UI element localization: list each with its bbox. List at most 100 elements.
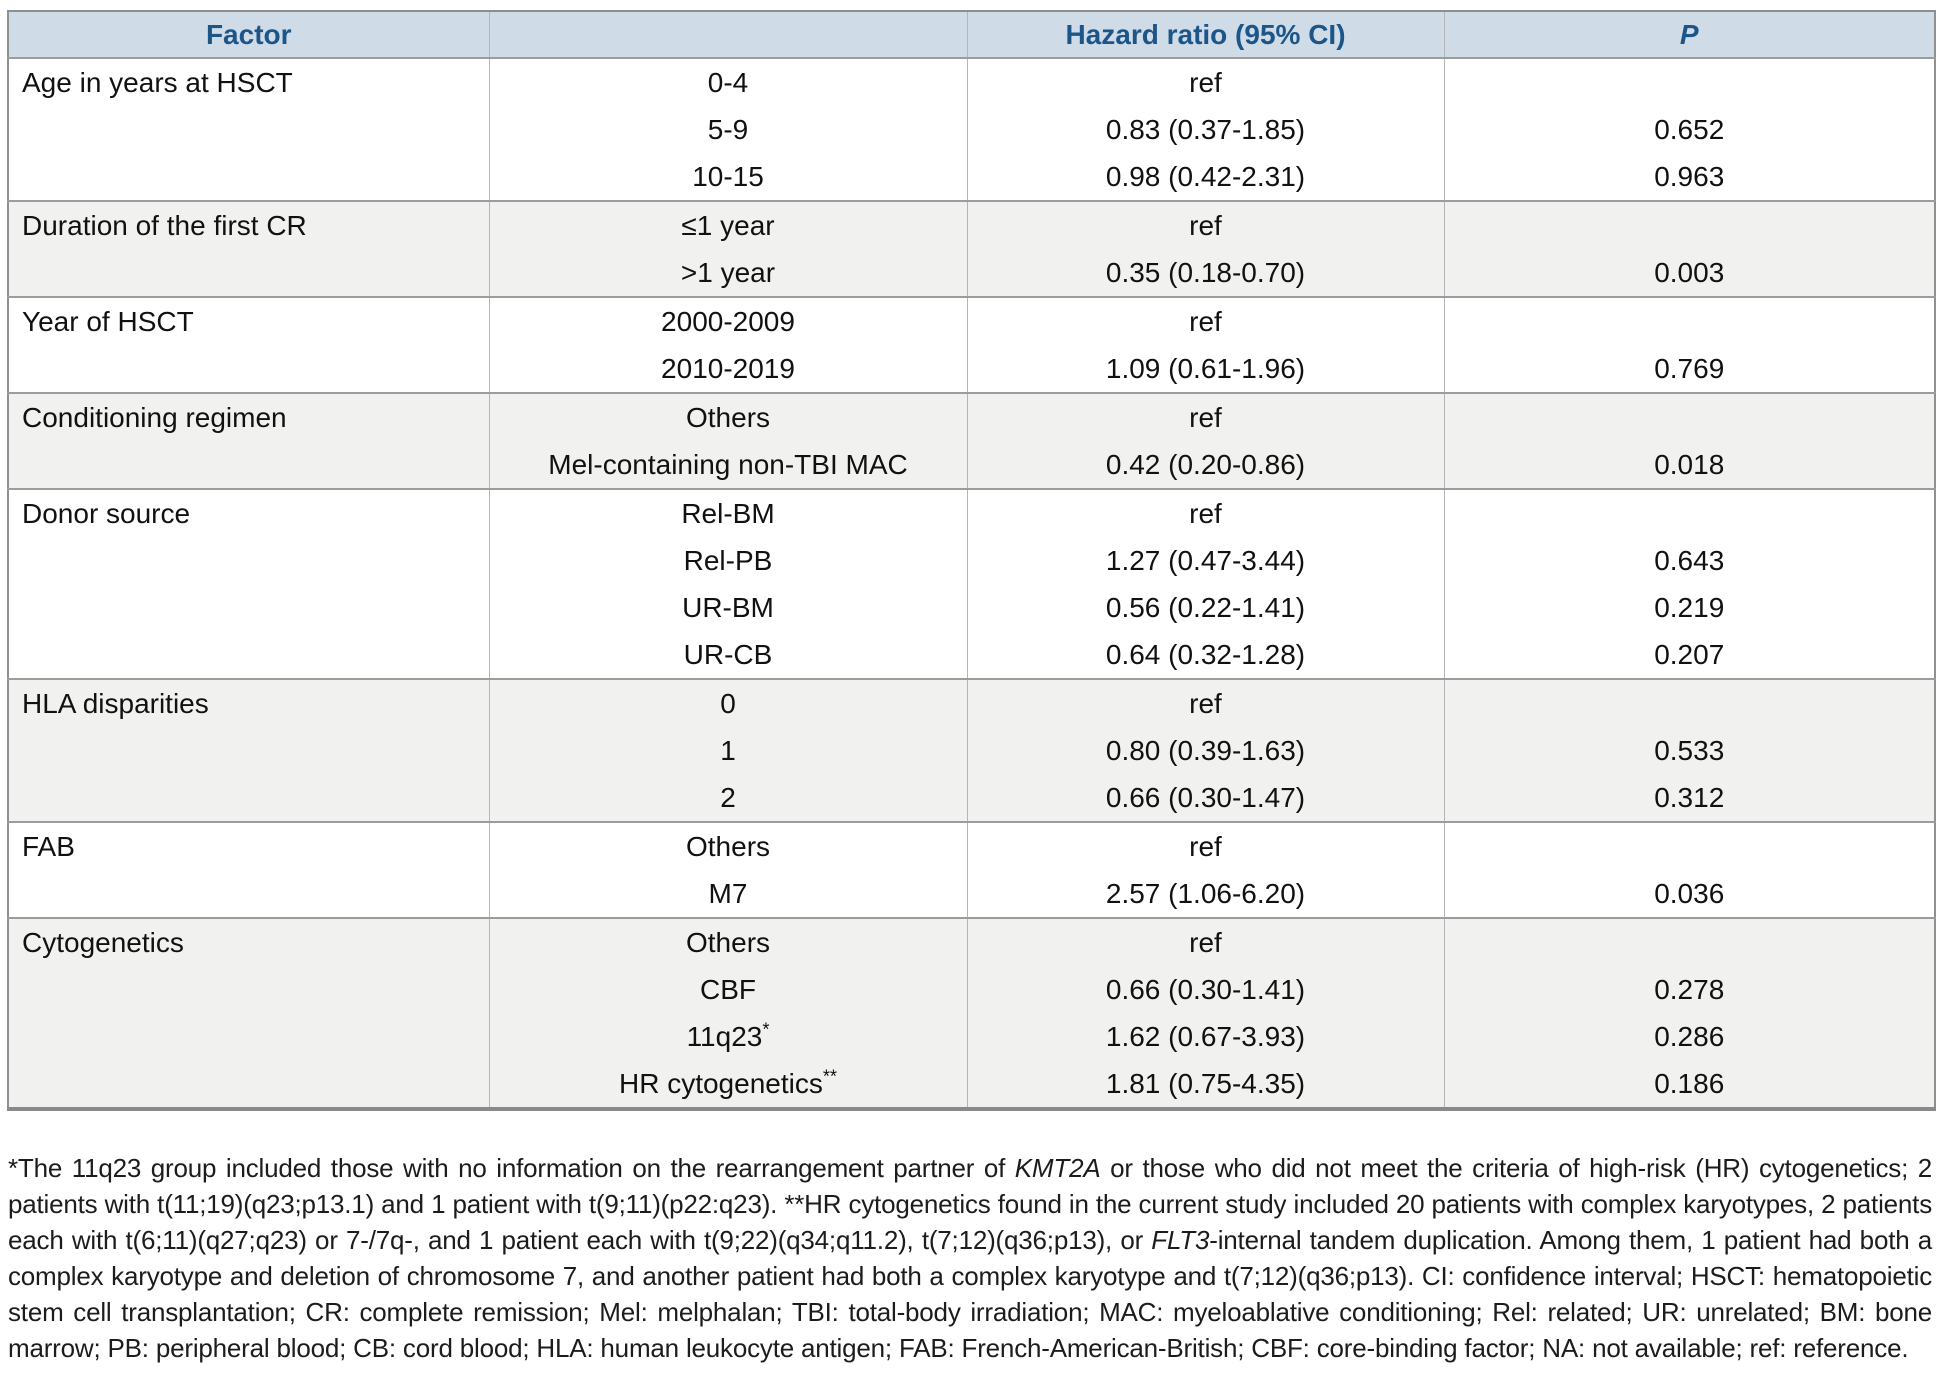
hazard-ratio-table: Factor Hazard ratio (95% CI) P Age in ye… (7, 10, 1936, 1111)
level-cell: Mel-containing non-TBI MAC (488, 441, 967, 489)
section-hla-disparities: HLA disparities 0 ref 1 0.80 (0.39-1.63) 0.53… (8, 679, 1935, 822)
level-cell: 0-4 (488, 58, 967, 106)
p-value-cell: 0.207 (1443, 631, 1935, 679)
hazard-ratio-cell: 0.98 (0.42-2.31) (966, 153, 1444, 201)
footnote-text: or those who did not meet the criteria o… (8, 1153, 1932, 1255)
table-row: Duration of the first CR ≤1 year ref (8, 201, 1935, 249)
p-value-cell (1443, 822, 1935, 870)
hazard-ratio-cell: ref (966, 393, 1444, 441)
p-value-cell: 0.312 (1443, 774, 1935, 822)
table-row: FAB Others ref (8, 822, 1935, 870)
factor-cell: Donor source (22, 498, 191, 529)
header-p-value: P (1443, 11, 1935, 59)
table-header: Factor Hazard ratio (95% CI) P (8, 11, 1935, 59)
p-value-cell (1443, 58, 1935, 106)
p-value-cell (1443, 201, 1935, 249)
p-value-cell (1443, 679, 1935, 727)
factor-cell: Year of HSCT (22, 306, 194, 337)
table-row: 10-15 0.98 (0.42-2.31) 0.963 (8, 153, 1935, 201)
table-row: 1 0.80 (0.39-1.63) 0.533 (8, 727, 1935, 774)
factor-cell: HLA disparities (22, 688, 209, 719)
level-cell: 5-9 (488, 106, 967, 153)
footnote-gene-italic: KMT2A (1014, 1153, 1101, 1183)
level-cell: ≤1 year (488, 201, 967, 249)
p-value-cell: 0.769 (1443, 345, 1935, 393)
p-value-cell: 0.018 (1443, 441, 1935, 489)
section-age-in-years-at-hsct: Age in years at HSCT 0-4 ref 5-9 0.83 (0.37-… (8, 58, 1935, 201)
footnote-marker: ** (822, 1066, 838, 1087)
level-cell: Others (488, 822, 967, 870)
table-row: Year of HSCT 2000-2009 ref (8, 297, 1935, 345)
level-cell: Others (488, 918, 967, 966)
hazard-ratio-cell: 0.80 (0.39-1.63) (966, 727, 1444, 774)
header-hazard-ratio: Hazard ratio (95% CI) (966, 11, 1444, 59)
table-row: CBF 0.66 (0.30-1.41) 0.278 (8, 966, 1935, 1013)
p-value-cell: 0.036 (1443, 870, 1935, 918)
hazard-ratio-cell: 0.83 (0.37-1.85) (966, 106, 1444, 153)
section-fab: FAB Others ref M7 2.57 (1.06-6.20) 0.036 (8, 822, 1935, 918)
table-row: HR cytogenetics** 1.81 (0.75-4.35) 0.186 (8, 1060, 1935, 1109)
hazard-ratio-cell: 1.27 (0.47-3.44) (966, 537, 1444, 584)
factor-cell: Duration of the first CR (22, 210, 307, 241)
p-value-cell: 0.186 (1443, 1060, 1935, 1109)
p-value-cell: 0.003 (1443, 249, 1935, 297)
hazard-ratio-cell: 1.81 (0.75-4.35) (966, 1060, 1444, 1109)
table-row: UR-CB 0.64 (0.32-1.28) 0.207 (8, 631, 1935, 679)
p-value-cell: 0.533 (1443, 727, 1935, 774)
hazard-ratio-cell: 0.42 (0.20-0.86) (966, 441, 1444, 489)
header-level-empty (488, 11, 967, 59)
level-cell: UR-BM (488, 584, 967, 631)
footnote-text: -internal tandem duplication. Among them… (8, 1225, 1932, 1363)
hazard-ratio-cell: ref (966, 58, 1444, 106)
hazard-ratio-cell: 0.64 (0.32-1.28) (966, 631, 1444, 679)
hazard-ratio-cell: 1.09 (0.61-1.96) (966, 345, 1444, 393)
hazard-ratio-cell: ref (966, 822, 1444, 870)
factor-cell: Conditioning regimen (22, 402, 287, 433)
p-value-cell (1443, 393, 1935, 441)
level-cell: Others (488, 393, 967, 441)
table-row: UR-BM 0.56 (0.22-1.41) 0.219 (8, 584, 1935, 631)
table-row: M7 2.57 (1.06-6.20) 0.036 (8, 870, 1935, 918)
footnote-text: *The 11q23 group included those with no … (8, 1153, 1015, 1183)
hazard-ratio-cell: ref (966, 201, 1444, 249)
hazard-ratio-cell: 0.56 (0.22-1.41) (966, 584, 1444, 631)
hazard-ratio-cell: 0.66 (0.30-1.41) (966, 966, 1444, 1013)
table-row: 2 0.66 (0.30-1.47) 0.312 (8, 774, 1935, 822)
hazard-ratio-cell: ref (966, 489, 1444, 537)
hazard-ratio-cell: ref (966, 297, 1444, 345)
p-value-cell (1443, 489, 1935, 537)
p-value-cell: 0.278 (1443, 966, 1935, 1013)
table-row: Age in years at HSCT 0-4 ref (8, 58, 1935, 106)
footnote-gene-italic: FLT3 (1151, 1225, 1210, 1255)
p-value-cell: 0.652 (1443, 106, 1935, 153)
level-cell: UR-CB (488, 631, 967, 679)
hazard-ratio-cell: 1.62 (0.67-3.93) (966, 1013, 1444, 1060)
p-value-cell: 0.219 (1443, 584, 1935, 631)
level-cell: HR cytogenetics** (488, 1060, 967, 1109)
level-cell: >1 year (488, 249, 967, 297)
hazard-ratio-cell: ref (966, 918, 1444, 966)
footnote-marker: * (762, 1019, 770, 1040)
table-row: Mel-containing non-TBI MAC 0.42 (0.20-0.8… (8, 441, 1935, 489)
header-factor: Factor (8, 11, 489, 59)
level-cell: 1 (488, 727, 967, 774)
table-row: HLA disparities 0 ref (8, 679, 1935, 727)
p-value-cell: 0.643 (1443, 537, 1935, 584)
factor-cell: Cytogenetics (22, 927, 184, 958)
level-cell: 10-15 (488, 153, 967, 201)
level-cell: 0 (488, 679, 967, 727)
level-cell: 2000-2009 (488, 297, 967, 345)
level-cell: Rel-PB (488, 537, 967, 584)
level-cell: 11q23* (488, 1013, 967, 1060)
table-row: 5-9 0.83 (0.37-1.85) 0.652 (8, 106, 1935, 153)
hazard-ratio-cell: ref (966, 679, 1444, 727)
section-donor-source: Donor source Rel-BM ref Rel-PB 1.27 (0.47-3.… (8, 489, 1935, 679)
level-cell: CBF (488, 966, 967, 1013)
hazard-ratio-cell: 2.57 (1.06-6.20) (966, 870, 1444, 918)
table-row: 11q23* 1.62 (0.67-3.93) 0.286 (8, 1013, 1935, 1060)
hazard-ratio-cell: 0.66 (0.30-1.47) (966, 774, 1444, 822)
p-value-cell: 0.286 (1443, 1013, 1935, 1060)
factor-cell: FAB (22, 831, 75, 862)
level-cell: 2 (488, 774, 967, 822)
